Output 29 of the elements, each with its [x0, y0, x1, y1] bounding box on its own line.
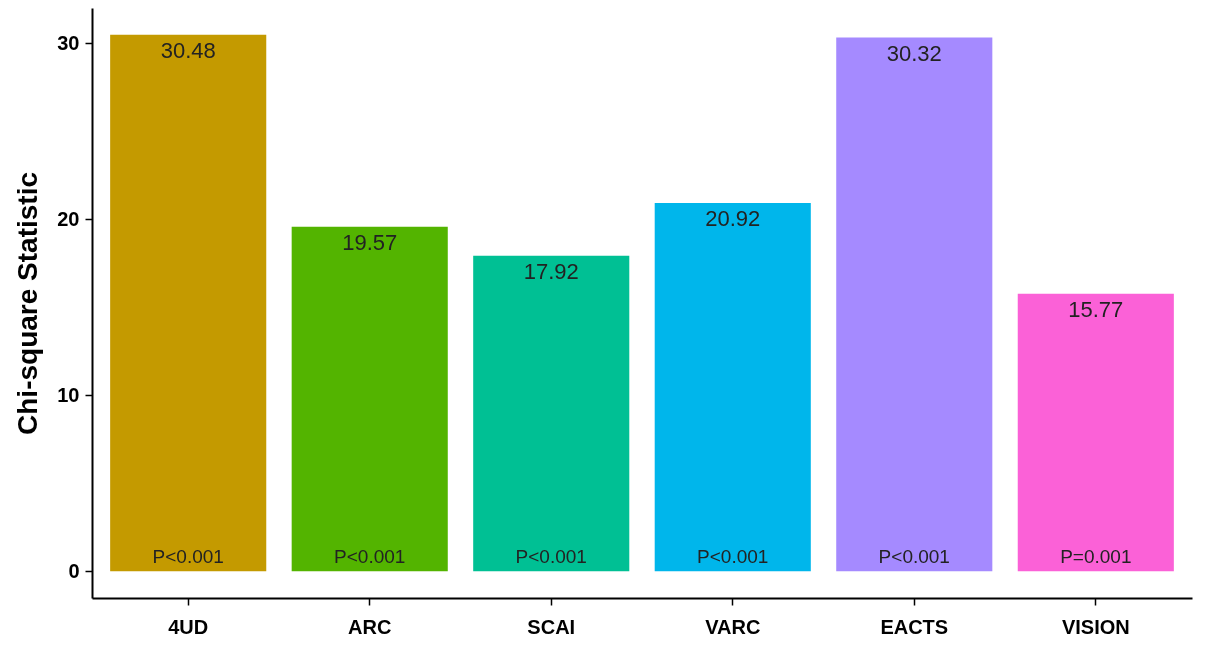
- data-label: 15.77: [1068, 296, 1124, 322]
- x-tick-label: 4UD: [168, 615, 209, 638]
- annotation: P<0.001: [152, 546, 224, 568]
- data-label: 19.57: [342, 229, 398, 255]
- y-axis-title: Chi-square Statistic: [12, 172, 44, 435]
- bar: [110, 34, 267, 572]
- data-label: 20.92: [705, 206, 761, 232]
- y-tick-label: 10: [57, 383, 80, 406]
- data-label: 30.32: [886, 40, 942, 66]
- x-tick-label: VISION: [1061, 615, 1130, 638]
- bar: [473, 255, 630, 572]
- annotation: P<0.001: [697, 546, 769, 568]
- annotation: P<0.001: [878, 546, 950, 568]
- annotation: P<0.001: [515, 546, 587, 568]
- x-tick-label: SCAI: [527, 615, 576, 638]
- x-tick-label: EACTS: [880, 615, 949, 638]
- y-tick-label: 20: [57, 207, 80, 230]
- bar: [1017, 293, 1174, 572]
- data-label: 17.92: [523, 258, 579, 284]
- bar: [836, 37, 993, 572]
- annotation: P=0.001: [1060, 546, 1132, 568]
- y-tick-label: 30: [57, 31, 80, 54]
- bar: [654, 203, 811, 572]
- annotation: P<0.001: [334, 546, 406, 568]
- x-tick-label: VARC: [705, 615, 761, 638]
- data-label: 30.48: [160, 37, 216, 63]
- x-tick-label: ARC: [348, 615, 392, 638]
- bar: [291, 226, 448, 572]
- y-tick-label: 0: [68, 559, 80, 582]
